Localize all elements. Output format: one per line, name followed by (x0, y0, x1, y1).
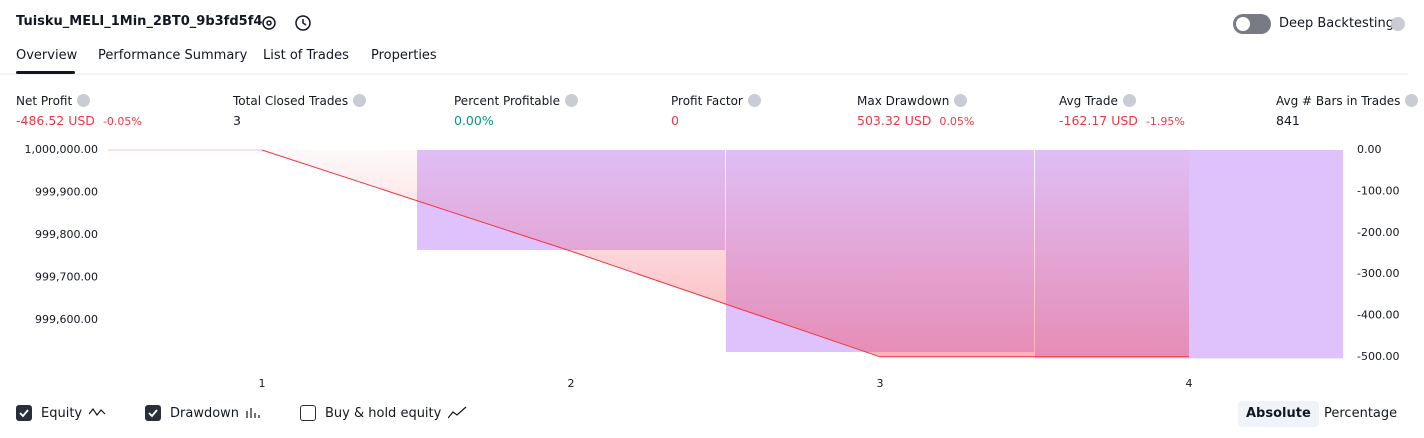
settings-icon[interactable] (260, 14, 278, 32)
metric-value-text: 3 (233, 113, 241, 128)
scale-button[interactable]: Absolute (1238, 401, 1319, 427)
metric-value-text: -162.17 USD (1059, 113, 1138, 128)
metric-label-text: Profit Factor (671, 94, 743, 108)
x-tick-label: 3 (877, 377, 884, 390)
y2-tick-label: 0.00 (1357, 143, 1382, 156)
metric-label-text: Avg Trade (1059, 94, 1118, 108)
scale-button[interactable]: Percentage (1324, 406, 1398, 421)
legend-item[interactable]: Buy & hold equity (300, 405, 468, 421)
equity-drawdown-area (262, 150, 1189, 357)
legend-icon (89, 406, 109, 420)
legend-icon (246, 406, 266, 420)
y-tick-label: 1,000,000.00 (25, 143, 98, 156)
y-tick-label: 999,600.00 (35, 313, 98, 326)
x-tick-label: 4 (1186, 377, 1193, 390)
info-icon[interactable] (353, 94, 367, 107)
legend-glyph (246, 408, 260, 418)
metric-value: 0.00% (454, 113, 494, 128)
metric-label-text: Max Drawdown (857, 94, 950, 108)
metric-value-text: 503.32 USD (857, 113, 932, 128)
help-icon[interactable] (1391, 17, 1405, 31)
legend-glyph (89, 407, 106, 417)
legend-label: Drawdown (170, 405, 240, 421)
metric-label-text: Total Closed Trades (233, 94, 349, 108)
x-tick-label: 1 (259, 377, 266, 390)
tab[interactable]: Properties (371, 48, 437, 63)
metric-percent: 0.05% (939, 115, 975, 128)
metric-value: -162.17 USD -1.95% (1059, 113, 1185, 128)
info-icon[interactable] (77, 94, 91, 107)
metric-value-text: 0 (671, 113, 679, 128)
y2-tick-label: -200.00 (1357, 226, 1399, 239)
metric-value: 0 (671, 113, 679, 128)
metric-label: Avg # Bars in Trades (1276, 94, 1419, 108)
metric-value-text: 0.00% (454, 113, 494, 128)
metric-label-text: Avg # Bars in Trades (1276, 94, 1401, 108)
metric-label-text: Percent Profitable (454, 94, 560, 108)
toggle-label: Deep Backtesting (1279, 16, 1395, 31)
metric-value: 841 (1276, 113, 1300, 128)
info-icon[interactable] (1405, 94, 1419, 107)
tab[interactable]: Overview (16, 48, 78, 63)
metric-label: Profit Factor (671, 94, 761, 108)
info-icon[interactable] (747, 94, 761, 107)
deep-backtesting-toggle[interactable] (1233, 14, 1271, 34)
tab[interactable]: Performance Summary (98, 48, 248, 63)
info-icon[interactable] (954, 94, 968, 107)
y-tick-label: 999,700.00 (35, 271, 98, 284)
metric-label: Max Drawdown (857, 94, 968, 108)
legend-item[interactable]: Equity (16, 405, 109, 421)
checkbox[interactable] (300, 405, 316, 421)
metric-value-text: 841 (1276, 113, 1300, 128)
info-icon[interactable] (564, 94, 578, 107)
strategy-title: Tuisku_MELI_1Min_2BT0_9b3fd5f4 (16, 14, 263, 29)
metric-percent: -1.95% (1145, 115, 1185, 128)
legend-glyph (448, 406, 467, 419)
tab[interactable]: List of Trades (263, 48, 349, 63)
info-icon[interactable] (1122, 94, 1136, 107)
y2-tick-label: -300.00 (1357, 267, 1399, 280)
metric-value: 3 (233, 113, 241, 128)
metric-value: -486.52 USD -0.05% (16, 113, 142, 128)
checkbox[interactable] (145, 405, 161, 421)
replay-icon[interactable] (294, 13, 314, 33)
tab-divider (0, 73, 1408, 75)
checkbox[interactable] (16, 405, 32, 421)
equity-line (261, 149, 1189, 358)
legend-item[interactable]: Drawdown (145, 405, 266, 421)
metric-percent: -0.05% (102, 115, 142, 128)
metric-label: Total Closed Trades (233, 94, 367, 108)
metric-label: Net Profit (16, 94, 91, 108)
legend-icon (448, 406, 468, 420)
metric-value: 503.32 USD 0.05% (857, 113, 974, 128)
legend-label: Equity (41, 405, 83, 421)
metric-label: Avg Trade (1059, 94, 1136, 108)
legend-label: Buy & hold equity (325, 405, 442, 421)
check (19, 409, 29, 418)
y2-tick-label: -400.00 (1357, 309, 1399, 322)
y2-tick-label: -500.00 (1357, 350, 1399, 363)
check (148, 409, 158, 418)
y-tick-label: 999,800.00 (35, 228, 98, 241)
x-tick-label: 2 (568, 377, 575, 390)
y-tick-label: 999,900.00 (35, 186, 98, 199)
y2-tick-label: -100.00 (1357, 184, 1399, 197)
metric-label-text: Net Profit (16, 94, 73, 108)
metric-value-text: -486.52 USD (16, 113, 95, 128)
active-tab-underline (16, 71, 75, 74)
metric-label: Percent Profitable (454, 94, 578, 108)
